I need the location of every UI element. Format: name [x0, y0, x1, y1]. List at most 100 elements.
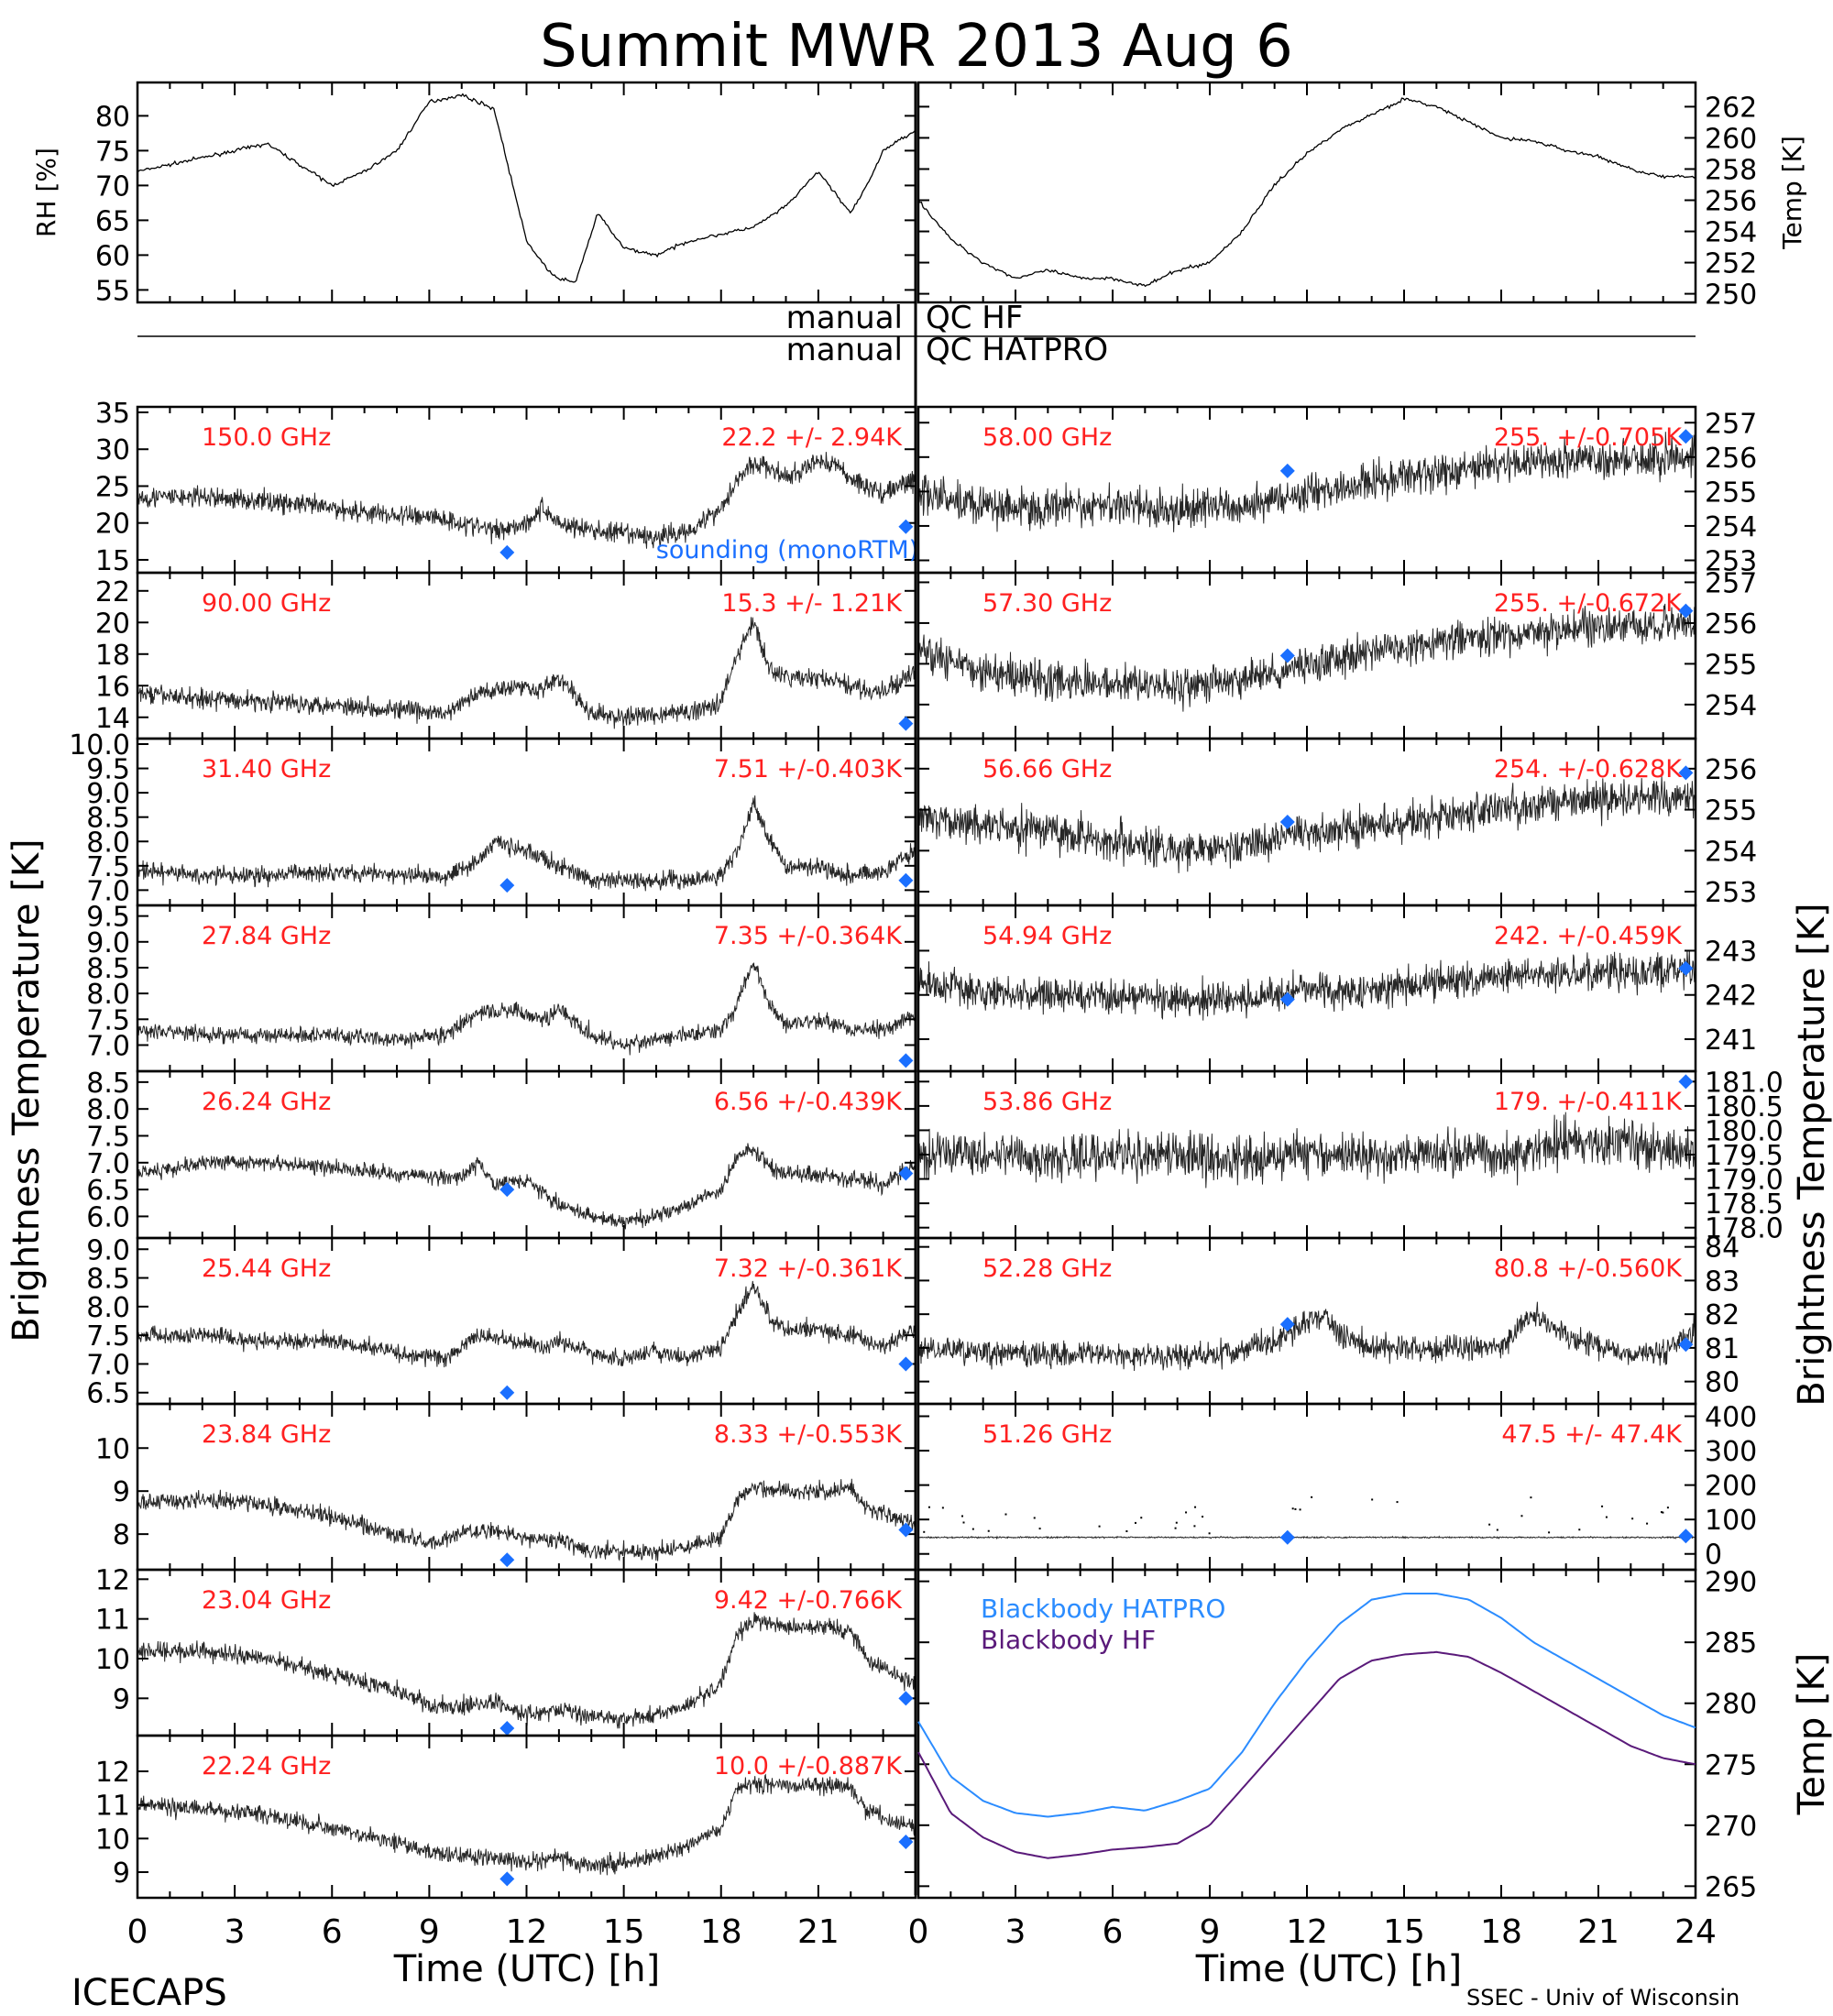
sounding-marker — [1678, 1074, 1694, 1090]
sounding-marker — [1678, 603, 1694, 619]
freq-label: 58.00 GHz — [982, 423, 1112, 452]
sounding-marker — [898, 1522, 914, 1538]
y-tick-label: 257 — [1705, 567, 1757, 599]
y-tick-label: 22 — [95, 576, 130, 608]
y-tick-label: 253 — [1705, 545, 1757, 577]
bt-trace — [137, 617, 916, 729]
y-tick-label: 257 — [1705, 408, 1757, 440]
bt-trace — [137, 1612, 916, 1729]
y-tick-label: 285 — [1705, 1627, 1757, 1660]
x-tick-label: 21 — [797, 1913, 840, 1951]
y-tick-label: 11 — [95, 1791, 130, 1823]
x-tick-label: 3 — [225, 1913, 246, 1951]
outlier-dot — [1098, 1525, 1101, 1528]
bt-trace — [917, 1301, 1696, 1372]
y-tick-label: 270 — [1705, 1811, 1757, 1843]
y-tick-label: 255 — [1705, 795, 1757, 827]
outlier-dot — [1520, 1515, 1523, 1517]
y-tick-label: 7.5 — [86, 851, 130, 883]
y-tick-label: 7.5 — [86, 1121, 130, 1153]
y-tick-label: 178.0 — [1705, 1213, 1784, 1245]
y-tick-label: 254 — [1705, 217, 1757, 249]
y-tick-label: 65 — [95, 205, 130, 237]
y-tick-label: 8.5 — [86, 1068, 130, 1100]
outlier-dot — [1601, 1505, 1604, 1507]
sounding-marker — [1678, 1528, 1694, 1544]
x-tick-label: 6 — [322, 1913, 343, 1951]
freq-label: 27.84 GHz — [202, 922, 331, 950]
y-tick-label: 280 — [1705, 1689, 1757, 1721]
panel-ylabel: RH [%] — [31, 148, 61, 237]
bt-trace — [137, 452, 916, 549]
bt-trace — [917, 776, 1696, 873]
y-tick-label: 20 — [95, 509, 130, 541]
y-tick-label: 243 — [1705, 936, 1757, 968]
y-tick-label: 100 — [1705, 1505, 1757, 1537]
figure-title: Summit MWR 2013 Aug 6 — [540, 13, 1293, 81]
outlier-dot — [1660, 1511, 1663, 1514]
qc-row-2-right: QC HATPRO — [926, 332, 1108, 368]
panel-56.66: 253 254 255 256 56.66 GHz 254. +/-0.628K — [916, 737, 1757, 909]
y-tick-label: 256 — [1705, 186, 1757, 218]
x-tick-label: 9 — [1200, 1913, 1221, 1951]
sounding-marker — [1279, 648, 1295, 663]
stat-label: 255. +/-0.705K — [1494, 423, 1683, 452]
sounding-marker — [1678, 1337, 1694, 1353]
sounding-marker — [1279, 815, 1295, 829]
y-tick-label: 80 — [1705, 1367, 1740, 1399]
sounding-marker — [499, 1552, 515, 1568]
qc-row-1-left: manual — [786, 300, 903, 336]
stat-label: 7.32 +/-0.361K — [714, 1255, 903, 1283]
outlier-dot — [1666, 1507, 1669, 1509]
stat-label: 255. +/-0.672K — [1494, 589, 1683, 618]
x-tick-label: 12 — [506, 1913, 548, 1951]
outlier-dot — [1291, 1507, 1294, 1510]
sounding-marker — [1279, 463, 1295, 478]
y-tick-label: 300 — [1705, 1436, 1757, 1468]
stat-label: 242. +/-0.459K — [1494, 922, 1683, 950]
y-tick-label: 25 — [95, 471, 130, 503]
bt-trace — [917, 432, 1696, 532]
panel-27: 7.07.58.08.59.09.5 27.84 GHz 7.35 +/-0.364… — [86, 902, 917, 1073]
y-tick-label: 8.0 — [86, 827, 130, 859]
outlier-dot — [1134, 1521, 1136, 1524]
y-tick-label: 8.0 — [86, 979, 130, 1011]
y-tick-label: 8 — [113, 1519, 130, 1551]
sounding-marker — [499, 1871, 515, 1887]
y-tick-label: 7.0 — [86, 1148, 130, 1180]
sounding-marker — [898, 1835, 914, 1849]
x-tick-label: 6 — [1103, 1913, 1124, 1951]
bt-trace — [137, 962, 916, 1056]
outlier-dot — [1631, 1517, 1634, 1520]
stat-label: 7.51 +/-0.403K — [714, 755, 903, 783]
outlier-dot — [1299, 1508, 1301, 1511]
stat-label: 15.3 +/- 1.21K — [721, 589, 903, 618]
y-tick-label: 242 — [1705, 981, 1757, 1013]
outlier-dot — [1496, 1528, 1498, 1531]
y-tick-label: 7.0 — [86, 875, 130, 907]
outlier-dot — [971, 1528, 974, 1530]
stat-label: 7.35 +/-0.364K — [714, 922, 903, 950]
y-tick-label: 255 — [1705, 477, 1757, 509]
y-tick-label: 6.0 — [86, 1201, 130, 1233]
y-tick-label: 81 — [1705, 1333, 1740, 1365]
legend-hatpro: Blackbody HATPRO — [981, 1594, 1225, 1624]
outlier-dot — [1371, 1498, 1374, 1501]
y-tick-label: 30 — [95, 434, 130, 466]
sounding-marker — [499, 1721, 515, 1736]
y-tick-label: 7.0 — [86, 1349, 130, 1381]
y-tick-label: 254 — [1705, 836, 1757, 868]
x-tick-label: 0 — [908, 1913, 929, 1951]
y-tick-label: 80 — [95, 101, 130, 133]
y-tick-label: 262 — [1705, 92, 1757, 124]
bt-trace — [137, 795, 916, 892]
sounding-marker — [898, 1691, 914, 1706]
stat-label: 179. +/-0.411K — [1494, 1088, 1683, 1116]
y-tick-label: 181.0 — [1705, 1067, 1784, 1099]
y-tick-label: 180.0 — [1705, 1115, 1784, 1147]
series-line-hatpro — [917, 1593, 1696, 1818]
